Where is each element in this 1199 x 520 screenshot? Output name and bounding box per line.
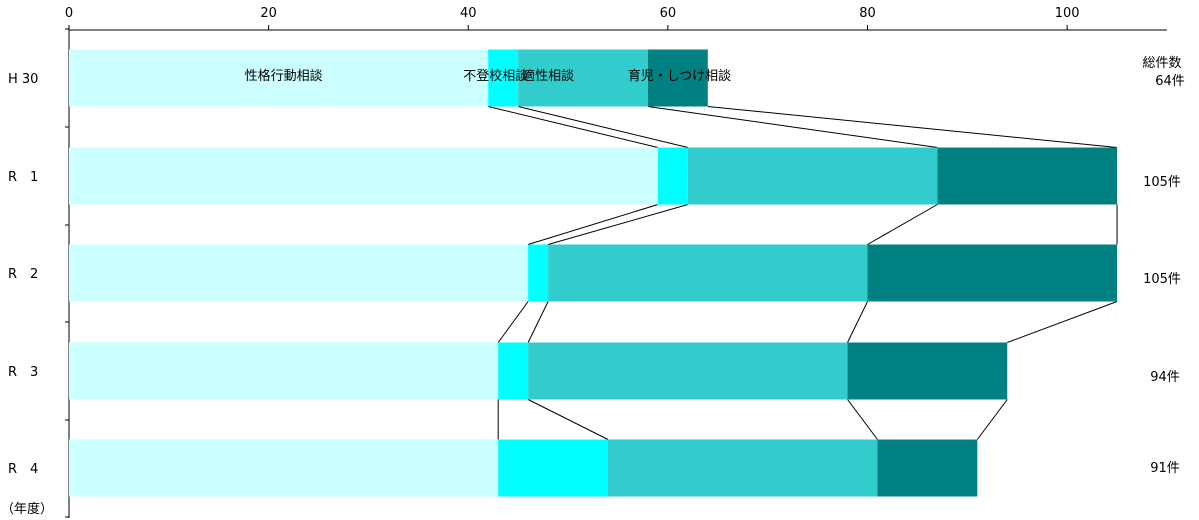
x-tick-label: 40 — [460, 6, 477, 21]
connector-line — [976, 399, 1008, 440]
bar-segment — [518, 49, 648, 107]
x-tick-label: 0 — [65, 6, 73, 21]
connector-line — [847, 399, 878, 440]
y-axis — [65, 28, 70, 518]
series-label: 適性相談 — [522, 68, 574, 84]
bar-segment — [528, 342, 848, 400]
bar-segment — [69, 439, 499, 497]
bar-segment — [69, 49, 489, 107]
connector-line — [647, 106, 938, 148]
series-label: 不登校相談 — [463, 68, 528, 84]
y-axis-unit-label: （年度） — [1, 501, 53, 517]
connector-line — [527, 399, 609, 440]
bar-segment — [69, 244, 529, 302]
bar-segment — [867, 244, 1118, 302]
category-label: H 30 — [8, 72, 38, 87]
bar-segment — [498, 439, 608, 497]
connector-line — [707, 106, 1118, 148]
bar-segment — [657, 147, 688, 205]
connector-line — [527, 301, 549, 343]
bar-segment — [488, 49, 519, 107]
connector-line — [488, 106, 659, 148]
bar-segment — [647, 49, 708, 107]
connector-line — [847, 301, 868, 343]
x-tick-label: 100 — [1055, 6, 1080, 21]
x-axis: 0 20 40 60 80 100 — [65, 6, 1167, 31]
bar-segment — [687, 147, 938, 205]
bar-segment — [877, 439, 978, 497]
category-label: R 2 — [8, 267, 38, 282]
connector-line — [1007, 301, 1118, 343]
bar-segment — [498, 342, 529, 400]
connector-line — [547, 204, 688, 245]
x-tick-label: 60 — [660, 6, 677, 21]
total-label: 105件 — [1143, 272, 1181, 287]
category-label: R 4 — [8, 462, 38, 477]
total-label: 64件 — [1155, 74, 1185, 89]
bar-segment — [69, 342, 499, 400]
connector-lines — [488, 106, 1118, 440]
connector-line — [527, 204, 659, 245]
series-label: 育児・しつけ相談 — [628, 68, 731, 84]
total-label: 105件 — [1143, 175, 1181, 190]
bars — [69, 49, 1118, 497]
x-tick-label: 80 — [859, 6, 876, 21]
total-label: 91件 — [1150, 461, 1180, 476]
series-label: 性格行動相談 — [245, 68, 323, 84]
connector-line — [867, 204, 938, 245]
total-label: 94件 — [1150, 370, 1180, 385]
bar-segment — [69, 147, 658, 205]
bar-segment — [528, 244, 549, 302]
category-label: R 1 — [8, 170, 38, 185]
bar-segment — [607, 439, 878, 497]
bar-segment — [847, 342, 1008, 400]
totals-header: 総件数 — [1142, 56, 1181, 71]
x-tick-label: 20 — [260, 6, 277, 21]
connector-line — [518, 106, 688, 148]
bar-segment — [548, 244, 868, 302]
category-label: R 3 — [8, 365, 38, 380]
connector-line — [497, 301, 529, 343]
bar-segment — [937, 147, 1118, 205]
